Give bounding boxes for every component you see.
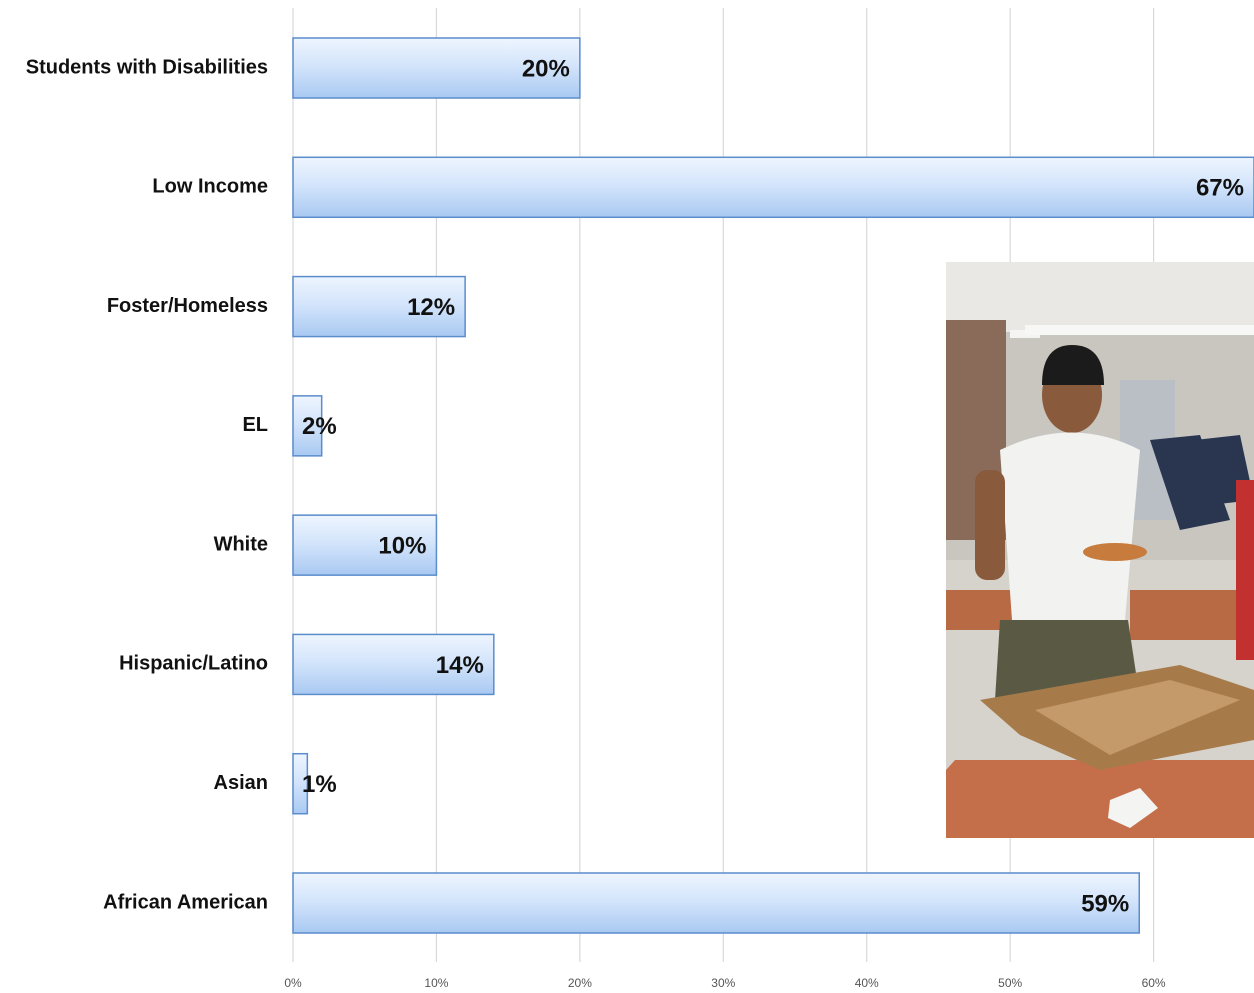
photo-pizza xyxy=(1083,543,1147,561)
bar xyxy=(292,37,581,99)
x-tick-label: 20% xyxy=(568,976,592,990)
y-tick-label: EL xyxy=(242,414,268,436)
x-tick-label: 50% xyxy=(998,976,1022,990)
bar xyxy=(292,752,309,815)
bar xyxy=(292,275,466,338)
y-tick-label: Asian xyxy=(214,772,268,794)
x-tick-label: 60% xyxy=(1142,976,1166,990)
photo-shirt xyxy=(1000,432,1140,620)
photo-hat xyxy=(1042,345,1104,385)
x-tick-label: 10% xyxy=(424,976,448,990)
value-label: 20% xyxy=(522,55,570,82)
y-tick-label: Low Income xyxy=(152,176,268,198)
bar xyxy=(292,395,323,457)
value-label: 59% xyxy=(1081,890,1129,917)
value-label: 1% xyxy=(302,771,337,798)
value-label: 10% xyxy=(378,532,426,559)
x-tick-label: 0% xyxy=(284,976,302,990)
photo-light xyxy=(1025,325,1254,335)
labels: 0% 10% 20% 30% 40% 50% 60% Students with Disabi… xyxy=(26,55,1244,990)
photo-arm xyxy=(975,470,1005,580)
photo-napkin xyxy=(1108,788,1158,828)
bar xyxy=(292,514,438,576)
x-tick-label: 40% xyxy=(855,976,879,990)
y-tick-label: White xyxy=(214,533,268,555)
y-tick-label: African American xyxy=(103,891,268,913)
value-label: 67% xyxy=(1196,175,1244,202)
value-label: 2% xyxy=(302,413,337,440)
photo-chair xyxy=(1150,435,1230,530)
bars xyxy=(292,37,1254,934)
bar xyxy=(292,156,1254,219)
value-label: 12% xyxy=(407,294,455,321)
photo-pizza-box-inner xyxy=(1035,680,1240,755)
photo-table xyxy=(1130,590,1254,640)
x-tick-label: 30% xyxy=(711,976,735,990)
photo-table xyxy=(946,760,1254,838)
photo xyxy=(946,262,1254,838)
y-tick-label: Foster/Homeless xyxy=(107,295,268,317)
bar xyxy=(292,633,495,696)
value-label: 14% xyxy=(436,652,484,679)
bar xyxy=(292,872,1141,934)
photo-person xyxy=(1236,480,1254,660)
y-tick-label: Students with Disabilities xyxy=(26,56,268,78)
y-tick-label: Hispanic/Latino xyxy=(119,653,268,675)
